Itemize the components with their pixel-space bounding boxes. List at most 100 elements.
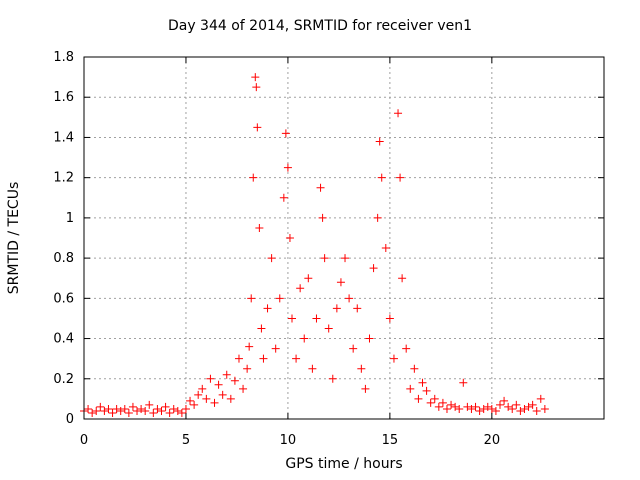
data-point — [414, 394, 423, 403]
data-point — [245, 342, 254, 351]
y-tick-label: 0.6 — [53, 291, 74, 306]
data-point — [137, 404, 146, 413]
data-point — [385, 314, 394, 323]
data-point — [161, 402, 170, 411]
data-point — [459, 378, 468, 387]
data-point — [365, 334, 374, 343]
data-point — [100, 406, 109, 415]
data-point — [255, 223, 264, 232]
data-point — [218, 390, 227, 399]
data-point — [369, 264, 378, 273]
data-point — [418, 378, 427, 387]
data-point — [253, 123, 262, 132]
y-tick-label: 1.2 — [53, 171, 74, 186]
data-point — [271, 344, 280, 353]
data-point — [426, 398, 435, 407]
data-point — [249, 173, 258, 182]
data-point — [120, 404, 129, 413]
data-point — [475, 406, 484, 415]
data-point — [116, 406, 125, 415]
axis-ticks: 0 0.2 0.4 0.6 0.8 1 1.2 1.4 1.6 1.8 0 5 10 15 20 — [53, 50, 604, 448]
data-point — [173, 406, 182, 415]
data-point — [304, 274, 313, 283]
data-point — [108, 408, 117, 417]
x-tick-label: 15 — [382, 433, 399, 448]
data-point — [318, 213, 327, 222]
y-tick-label: 0 — [66, 412, 74, 427]
data-point — [281, 129, 290, 138]
data-point — [398, 274, 407, 283]
data-point — [508, 404, 517, 413]
data-point — [92, 406, 101, 415]
data-point — [230, 376, 239, 385]
data-point — [483, 402, 492, 411]
data-point — [190, 400, 199, 409]
data-point — [479, 404, 488, 413]
data-point — [487, 404, 496, 413]
data-point — [349, 344, 358, 353]
data-point — [536, 394, 545, 403]
data-point — [222, 370, 231, 379]
data-point — [324, 324, 333, 333]
data-point — [251, 73, 260, 82]
data-point — [357, 364, 366, 373]
data-point — [198, 384, 207, 393]
data-point — [239, 384, 248, 393]
data-point — [275, 294, 284, 303]
data-point — [128, 402, 137, 411]
data-point — [455, 404, 464, 413]
data-point — [247, 294, 256, 303]
data-point — [353, 304, 362, 313]
data-point — [540, 404, 549, 413]
data-point — [124, 408, 133, 417]
data-point — [165, 408, 174, 417]
data-point — [316, 183, 325, 192]
data-point — [267, 254, 276, 263]
data-point — [430, 394, 439, 403]
y-tick-label: 1.4 — [53, 130, 74, 145]
x-axis-label: GPS time / hours — [285, 456, 403, 472]
y-tick-label: 1.6 — [53, 90, 74, 105]
data-point — [104, 404, 113, 413]
data-point — [394, 109, 403, 118]
data-point — [512, 400, 521, 409]
data-point — [234, 354, 243, 363]
data-point — [194, 390, 203, 399]
data-point — [532, 406, 541, 415]
data-point — [112, 404, 121, 413]
data-point — [308, 364, 317, 373]
data-point — [496, 400, 504, 409]
data-point — [263, 304, 272, 313]
data-point — [332, 304, 341, 313]
data-point — [169, 404, 178, 413]
data-point — [516, 406, 525, 415]
data-point — [312, 314, 321, 323]
data-point — [434, 402, 443, 411]
data-point — [84, 404, 93, 413]
data-point — [467, 404, 476, 413]
data-point — [524, 402, 533, 411]
data-point — [373, 213, 382, 222]
data-point — [96, 402, 105, 411]
data-point — [361, 384, 370, 393]
data-point — [153, 404, 162, 413]
data-point — [206, 374, 215, 383]
data-point — [463, 402, 472, 411]
data-point — [279, 193, 288, 202]
data-point — [214, 380, 223, 389]
data-point — [396, 173, 405, 182]
data-point — [210, 398, 219, 407]
data-point — [528, 400, 537, 409]
data-point — [491, 406, 500, 415]
data-point — [451, 402, 460, 411]
data-point — [406, 384, 415, 393]
data-point — [377, 173, 386, 182]
data-point — [341, 254, 350, 263]
data-point — [88, 408, 97, 417]
data-point — [243, 364, 252, 373]
data-point — [283, 163, 292, 172]
data-point — [288, 314, 296, 323]
plot-frame — [83, 56, 605, 420]
data-point — [500, 396, 509, 405]
data-point — [257, 324, 266, 333]
